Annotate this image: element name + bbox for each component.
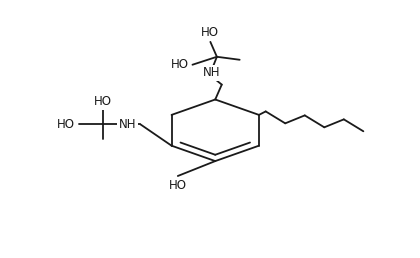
Text: HO: HO bbox=[201, 26, 219, 39]
Text: HO: HO bbox=[171, 58, 189, 71]
Text: HO: HO bbox=[94, 95, 112, 108]
Text: HO: HO bbox=[169, 179, 187, 192]
Text: HO: HO bbox=[57, 118, 75, 131]
Text: NH: NH bbox=[118, 118, 136, 131]
Text: NH: NH bbox=[203, 66, 221, 79]
